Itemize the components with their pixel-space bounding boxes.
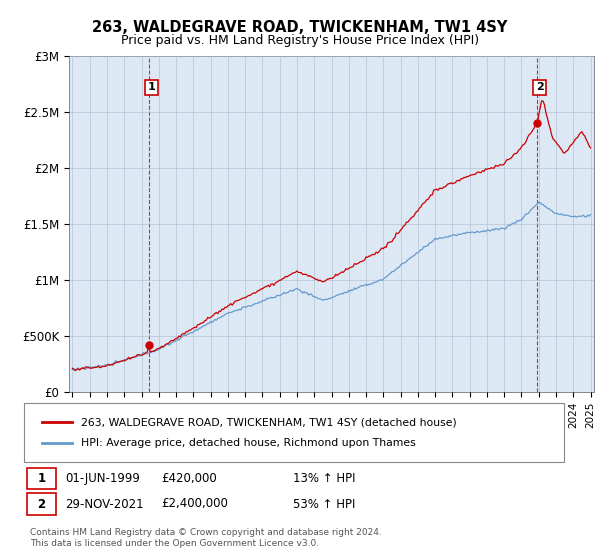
Text: 1: 1 — [37, 472, 46, 486]
Text: 2: 2 — [536, 82, 544, 92]
Text: 01-JUN-1999: 01-JUN-1999 — [65, 472, 140, 486]
Text: 263, WALDEGRAVE ROAD, TWICKENHAM, TW1 4SY: 263, WALDEGRAVE ROAD, TWICKENHAM, TW1 4S… — [92, 20, 508, 35]
Text: £420,000: £420,000 — [161, 472, 217, 486]
Text: 263, WALDEGRAVE ROAD, TWICKENHAM, TW1 4SY (detached house): 263, WALDEGRAVE ROAD, TWICKENHAM, TW1 4S… — [81, 417, 457, 427]
Text: HPI: Average price, detached house, Richmond upon Thames: HPI: Average price, detached house, Rich… — [81, 438, 416, 448]
Text: Contains HM Land Registry data © Crown copyright and database right 2024.
This d: Contains HM Land Registry data © Crown c… — [30, 528, 382, 548]
Text: 2: 2 — [37, 497, 46, 511]
Text: 1: 1 — [148, 82, 155, 92]
Text: 53% ↑ HPI: 53% ↑ HPI — [293, 497, 355, 511]
Text: Price paid vs. HM Land Registry's House Price Index (HPI): Price paid vs. HM Land Registry's House … — [121, 34, 479, 46]
Text: £2,400,000: £2,400,000 — [161, 497, 227, 511]
Text: 29-NOV-2021: 29-NOV-2021 — [65, 497, 143, 511]
Text: 13% ↑ HPI: 13% ↑ HPI — [293, 472, 355, 486]
